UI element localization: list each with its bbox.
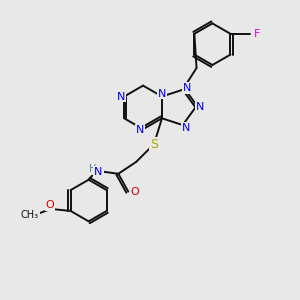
Text: N: N	[117, 92, 125, 101]
Text: N: N	[196, 102, 205, 112]
Text: CH₃: CH₃	[21, 210, 39, 220]
Text: N: N	[136, 125, 144, 135]
Text: O: O	[131, 187, 140, 196]
Text: H: H	[89, 164, 96, 174]
Text: N: N	[94, 167, 103, 177]
Text: N: N	[182, 83, 191, 93]
Text: O: O	[45, 200, 54, 210]
Text: N: N	[182, 123, 190, 133]
Text: S: S	[150, 138, 158, 151]
Text: N: N	[158, 88, 166, 98]
Text: F: F	[254, 29, 260, 39]
